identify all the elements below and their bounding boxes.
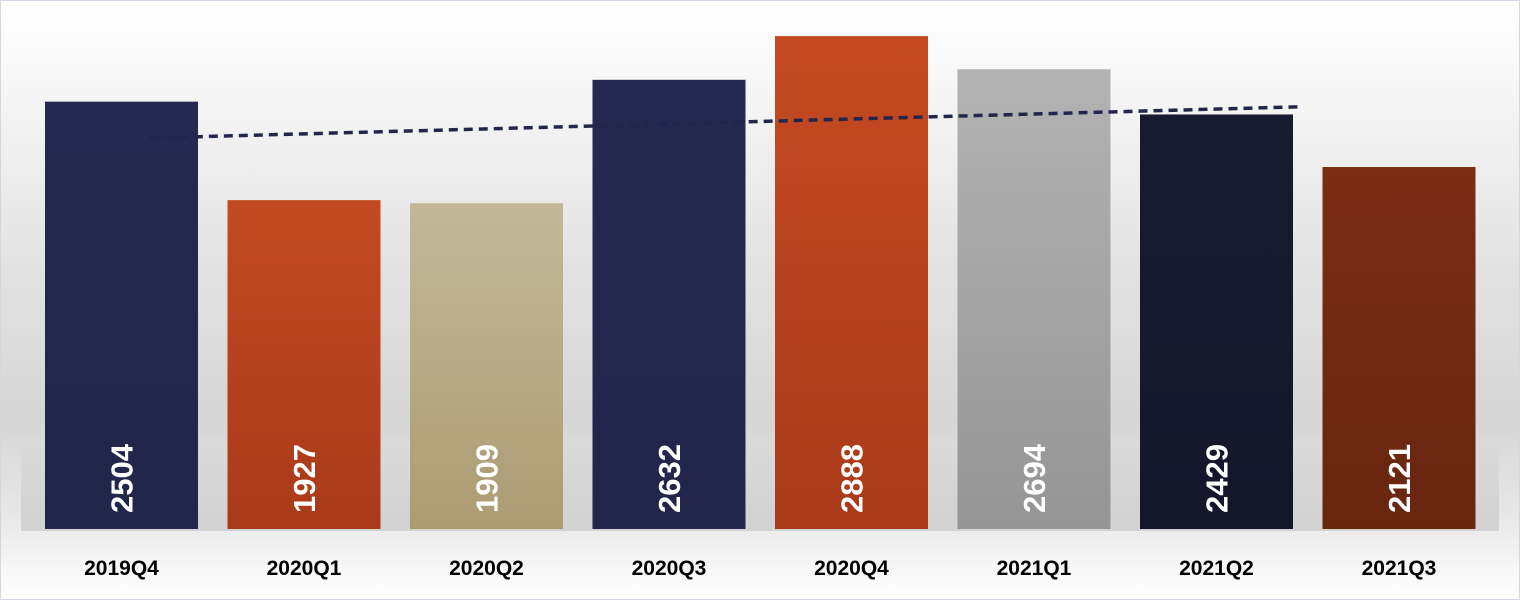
bar-2021Q2 [1140, 114, 1293, 529]
bars-layer [45, 36, 1476, 530]
tick-label-2020Q3: 2020Q3 [632, 557, 707, 580]
x-axis-tick-labels: 2019Q4 2020Q1 2020Q2 2020Q3 2020Q4 2021Q1 2021… [84, 557, 1436, 580]
bar-2020Q3 [592, 79, 746, 530]
tick-label-2021Q3: 2021Q3 [1362, 557, 1437, 580]
tick-label-2021Q2: 2021Q2 [1179, 557, 1254, 580]
value-label-2021Q1: 2694 [1017, 443, 1052, 513]
value-labels-layer: 2504 1927 1909 2632 2888 2694 2429 2121 [105, 443, 1418, 513]
bar-2021Q3 [1322, 167, 1476, 530]
value-label-2020Q3: 2632 [652, 444, 687, 513]
value-label-2019Q4: 2504 [105, 443, 140, 513]
value-label-2021Q3: 2121 [1382, 444, 1417, 513]
tick-label-2020Q2: 2020Q2 [449, 557, 524, 580]
tick-label-2021Q1: 2021Q1 [997, 557, 1072, 580]
bar-2020Q1 [227, 200, 381, 529]
bar-2019Q4 [45, 101, 198, 529]
tick-label-2020Q1: 2020Q1 [267, 557, 342, 580]
tick-label-2020Q4: 2020Q4 [814, 557, 889, 580]
value-label-2021Q2: 2429 [1200, 444, 1235, 513]
value-label-2020Q1: 1927 [287, 444, 322, 513]
bar-2021Q1 [957, 69, 1111, 529]
value-label-2020Q4: 2888 [835, 444, 870, 513]
tick-label-2019Q4: 2019Q4 [84, 557, 159, 580]
trendline [148, 105, 1299, 140]
value-label-2020Q2: 1909 [470, 444, 505, 513]
bar-2020Q2 [410, 203, 563, 529]
trendline-layer [148, 105, 1299, 140]
